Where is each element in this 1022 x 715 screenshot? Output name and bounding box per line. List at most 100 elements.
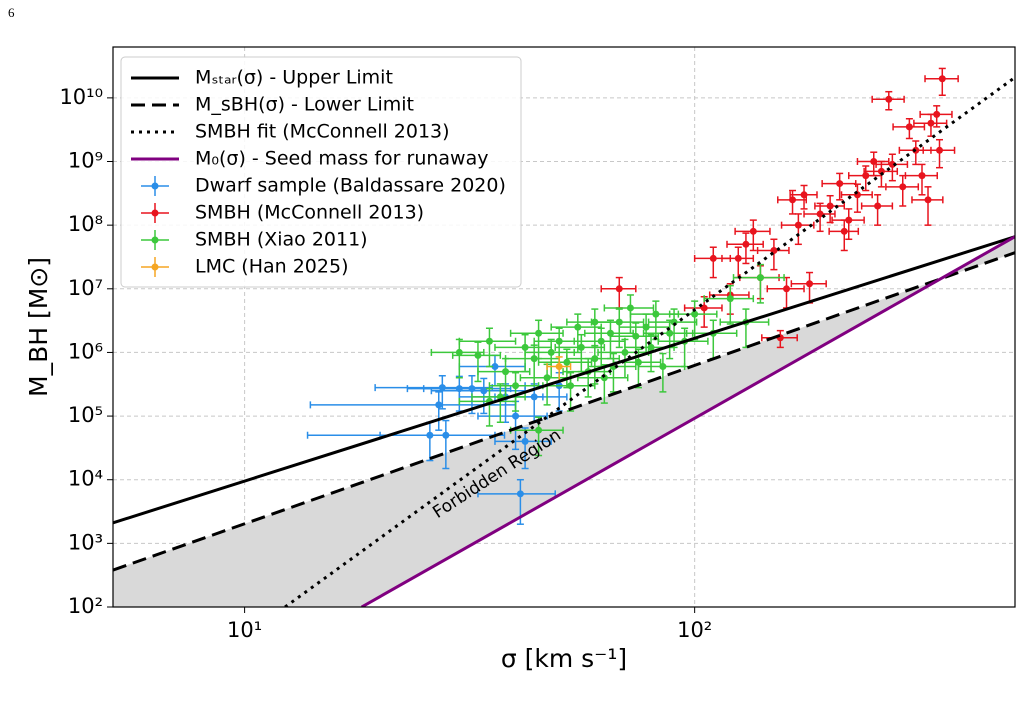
data-point bbox=[597, 337, 605, 345]
data-point bbox=[455, 348, 463, 356]
data-point bbox=[806, 280, 814, 288]
data-point bbox=[512, 412, 520, 420]
data-point bbox=[924, 196, 932, 204]
data-point bbox=[742, 240, 750, 248]
y-axis-label: M_BH [M⊙] bbox=[24, 257, 53, 397]
model-line bbox=[360, 235, 1015, 607]
data-point bbox=[938, 75, 946, 83]
data-point bbox=[800, 191, 808, 199]
legend-label: SMBH fit (McConnell 2013) bbox=[195, 121, 450, 143]
data-point bbox=[615, 285, 623, 293]
data-point bbox=[749, 227, 757, 235]
data-point bbox=[826, 202, 834, 210]
data-point bbox=[659, 363, 667, 371]
data-point bbox=[734, 254, 742, 262]
data-point bbox=[927, 119, 935, 127]
data-point bbox=[647, 343, 655, 351]
data-point bbox=[521, 343, 529, 351]
data-point bbox=[756, 274, 764, 282]
data-point bbox=[577, 343, 585, 351]
data-point bbox=[530, 355, 538, 363]
data-point bbox=[512, 382, 520, 390]
legend: Mₛₜₐᵣ(σ) - Upper Limit M_sBH(σ) - Lower L… bbox=[120, 56, 522, 288]
legend-marker bbox=[151, 182, 159, 190]
legend-label: SMBH (Xiao 2011) bbox=[195, 229, 368, 251]
y-tick-label: 10³ bbox=[68, 530, 103, 554]
data-point bbox=[905, 123, 913, 131]
data-point bbox=[555, 337, 563, 345]
data-point bbox=[632, 332, 640, 340]
data-point bbox=[491, 363, 499, 371]
data-point bbox=[502, 368, 510, 376]
legend-box bbox=[120, 56, 522, 288]
data-point bbox=[885, 95, 893, 103]
data-point bbox=[634, 358, 642, 366]
data-point bbox=[862, 172, 870, 180]
legend-label: M_sBH(σ) - Lower Limit bbox=[195, 94, 414, 116]
series bbox=[600, 67, 959, 349]
data-point bbox=[621, 348, 629, 356]
data-point bbox=[535, 426, 543, 434]
legend-label: Dwarf sample (Baldassare 2020) bbox=[195, 175, 506, 197]
data-point bbox=[918, 172, 926, 180]
data-point bbox=[936, 146, 944, 154]
legend-label: M₀(σ) - Seed mass for runaway bbox=[195, 148, 488, 170]
legend-marker bbox=[151, 209, 159, 217]
data-point bbox=[516, 490, 524, 498]
x-axis-label: σ [km s⁻¹] bbox=[501, 644, 627, 673]
data-point bbox=[435, 401, 443, 409]
data-point bbox=[874, 202, 882, 210]
data-point bbox=[567, 382, 575, 390]
data-point bbox=[709, 254, 717, 262]
data-point bbox=[591, 355, 599, 363]
legend-label: SMBH (McConnell 2013) bbox=[195, 202, 424, 224]
legend-marker bbox=[151, 236, 159, 244]
data-point bbox=[691, 310, 699, 318]
legend-label: Mₛₜₐᵣ(σ) - Upper Limit bbox=[195, 67, 393, 89]
data-point bbox=[726, 295, 734, 303]
model-line bbox=[284, 76, 1015, 607]
y-tick-label: 10⁸ bbox=[68, 212, 103, 236]
data-point bbox=[666, 329, 674, 337]
data-point bbox=[899, 183, 907, 191]
x-tick-label: 10² bbox=[677, 618, 712, 642]
data-point bbox=[783, 285, 791, 293]
data-point bbox=[543, 374, 551, 382]
data-point bbox=[535, 329, 543, 337]
data-point bbox=[563, 358, 571, 366]
data-point bbox=[485, 337, 493, 345]
data-point bbox=[700, 304, 708, 312]
data-point bbox=[574, 323, 582, 331]
y-tick-label: 10⁵ bbox=[68, 403, 103, 427]
data-point bbox=[652, 310, 660, 318]
y-tick-label: 10⁷ bbox=[68, 276, 103, 300]
data-point bbox=[480, 387, 488, 395]
x-tick-label: 10¹ bbox=[227, 618, 262, 642]
y-tick-label: 10⁴ bbox=[68, 467, 103, 491]
model-line bbox=[113, 235, 1015, 525]
data-point bbox=[521, 437, 529, 445]
y-tick-label: 10⁹ bbox=[68, 149, 103, 173]
y-tick-label: 10² bbox=[68, 594, 103, 618]
data-point bbox=[547, 348, 555, 356]
data-point bbox=[615, 318, 623, 326]
data-point bbox=[933, 110, 941, 118]
page-number: 6 bbox=[8, 5, 15, 20]
data-point bbox=[845, 216, 853, 224]
data-point bbox=[530, 393, 538, 401]
data-point bbox=[474, 351, 482, 359]
data-point bbox=[840, 227, 848, 235]
plot-frame bbox=[112, 46, 1016, 608]
y-tick-label: 10⁶ bbox=[68, 339, 103, 363]
legend-marker bbox=[151, 263, 159, 271]
data-point bbox=[426, 431, 434, 439]
data-point bbox=[836, 180, 844, 188]
data-point bbox=[888, 160, 896, 168]
data-point bbox=[794, 221, 802, 229]
forbidden-region bbox=[113, 236, 1015, 607]
legend-label: LMC (Han 2025) bbox=[195, 256, 348, 278]
y-tick-label: 10¹⁰ bbox=[59, 85, 103, 109]
data-point bbox=[555, 363, 563, 371]
